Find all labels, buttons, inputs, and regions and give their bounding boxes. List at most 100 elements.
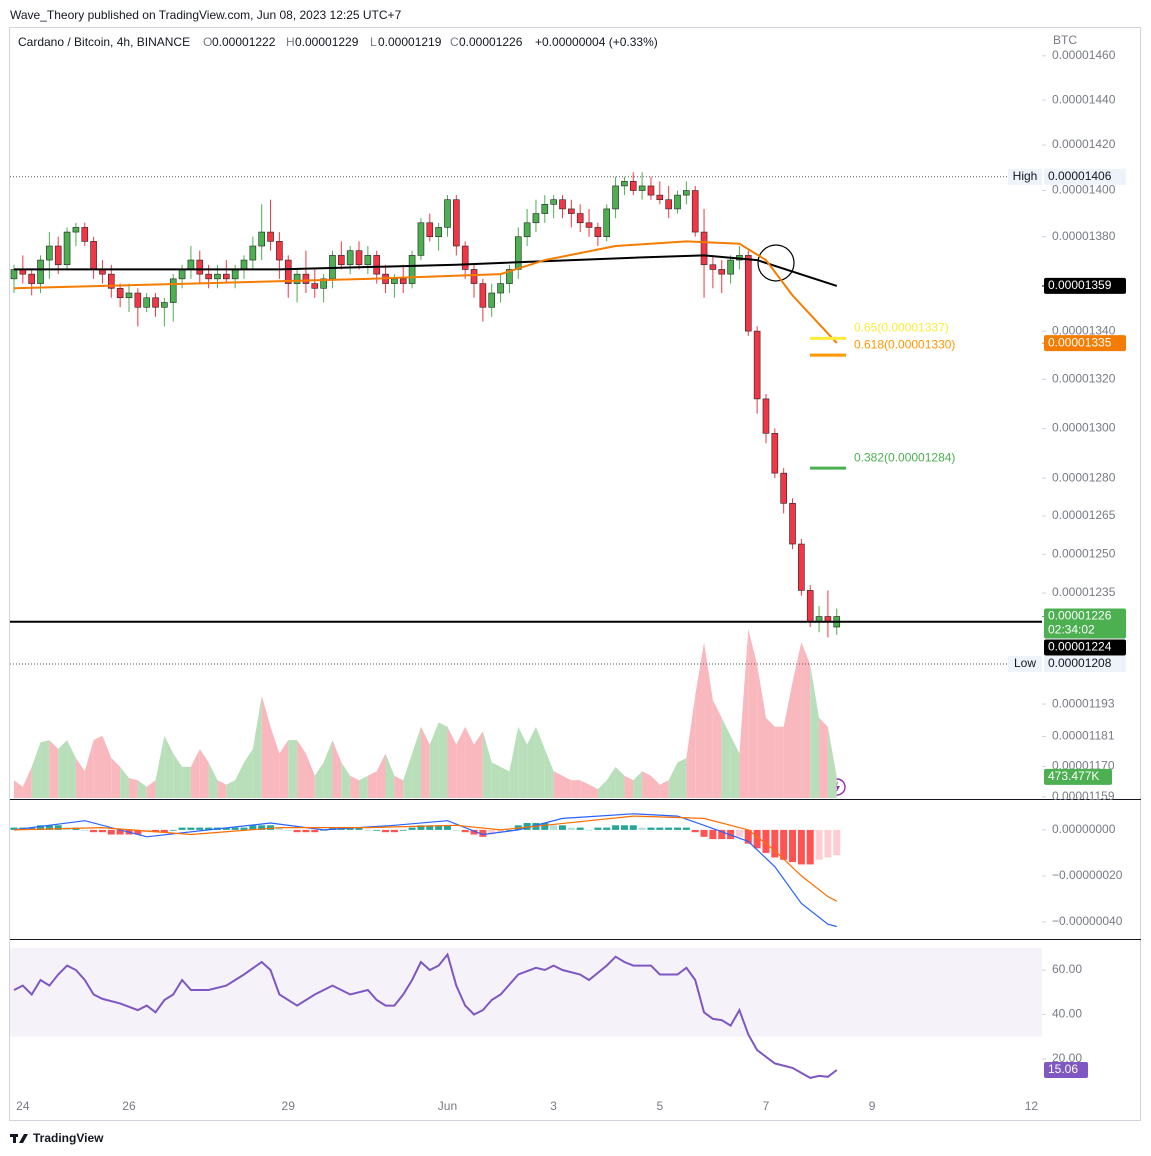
candle-body xyxy=(568,208,575,214)
volume-area xyxy=(712,700,722,798)
volume-area xyxy=(164,735,174,798)
macd-histogram-bar xyxy=(160,829,168,833)
macd-histogram-bar xyxy=(753,829,761,849)
high-label: H xyxy=(286,35,295,49)
candle-body xyxy=(187,259,195,270)
change: +0.00000004 (+0.33%) xyxy=(535,35,658,49)
volume-area xyxy=(668,762,678,798)
candle-body xyxy=(576,213,584,224)
candle-body xyxy=(37,259,44,284)
volume-area xyxy=(465,726,475,798)
candle-body xyxy=(470,269,478,284)
candle-body xyxy=(231,269,239,280)
candle-body xyxy=(603,208,611,238)
macd-histogram-bar xyxy=(435,825,443,830)
volume-area xyxy=(774,726,784,798)
volume-area xyxy=(49,740,59,798)
candle-body xyxy=(550,199,557,205)
macd-histogram-bar xyxy=(815,829,823,860)
volume-area xyxy=(686,695,696,798)
macd-histogram-bar xyxy=(258,825,266,830)
indicator-line xyxy=(14,254,838,287)
macd-histogram-bar xyxy=(45,825,53,830)
macd-histogram-bar xyxy=(674,827,682,830)
macd-histogram-bar xyxy=(488,829,496,835)
lightning-glyph xyxy=(834,781,840,793)
candle-body xyxy=(161,302,168,308)
volume-area xyxy=(332,740,342,798)
volume-area xyxy=(765,717,775,798)
low-value: 0.00001219 xyxy=(378,35,442,49)
macd-histogram-bar xyxy=(98,829,106,833)
indicator-line xyxy=(13,813,837,928)
macd-histogram-bar xyxy=(275,827,283,830)
candle-body xyxy=(417,222,425,256)
macd-histogram-bar xyxy=(824,829,832,858)
level-name-box xyxy=(1008,168,1042,185)
macd-histogram-bar xyxy=(558,825,566,830)
y-tick-label: 0.00001400 xyxy=(1052,183,1116,197)
macd-histogram-bar xyxy=(656,827,664,830)
candle-body xyxy=(81,227,89,242)
macd-histogram-bar xyxy=(718,829,726,840)
candle-body xyxy=(629,181,637,191)
volume-area xyxy=(704,642,713,798)
volume-area xyxy=(420,726,430,798)
x-tick-label: 12 xyxy=(1025,1099,1039,1113)
macd-histogram-bar xyxy=(28,827,36,830)
volume-area xyxy=(199,749,209,798)
volume-area xyxy=(367,771,377,798)
macd-histogram-bar xyxy=(620,825,628,830)
open-label: O xyxy=(203,35,212,49)
volume-area xyxy=(146,780,156,798)
volume-area xyxy=(438,722,448,798)
y-tick-label: 0.00001250 xyxy=(1052,546,1116,560)
y-tick-label: 60.00 xyxy=(1052,962,1082,976)
candle-body xyxy=(426,222,434,238)
indicator-line xyxy=(13,815,838,902)
macd-histogram-bar xyxy=(10,827,18,830)
macd-histogram-bar xyxy=(364,829,372,831)
volume-area xyxy=(827,726,837,798)
y-tick-label: 0.00001340 xyxy=(1052,323,1116,337)
candle-body xyxy=(408,255,416,284)
candle-body xyxy=(63,231,71,266)
volume-area xyxy=(226,780,236,798)
volume-area xyxy=(93,735,103,798)
macd-histogram-bar xyxy=(585,829,593,831)
volume-area xyxy=(650,775,660,798)
volume-area xyxy=(509,726,519,798)
candle-body xyxy=(240,259,248,270)
candle-body xyxy=(284,259,292,284)
macd-histogram-bar xyxy=(461,829,469,833)
macd-histogram-bar xyxy=(382,829,390,833)
candle-body xyxy=(532,213,540,224)
candle-body xyxy=(665,199,672,210)
macd-histogram-bar xyxy=(267,825,275,830)
volume-area xyxy=(792,642,802,798)
macd-histogram-bar xyxy=(178,827,186,830)
volume-area xyxy=(244,749,253,798)
price-label: 0.00001226 xyxy=(1048,609,1112,623)
candle-body xyxy=(10,269,18,280)
fib-label: 0.382(0.00001284) xyxy=(854,450,955,464)
macd-histogram-bar xyxy=(107,829,115,835)
macd-histogram-bar xyxy=(249,825,257,830)
volume-area xyxy=(810,664,820,798)
volume-area xyxy=(350,775,360,798)
volume-area xyxy=(359,775,368,798)
macd-histogram-bar xyxy=(443,825,451,830)
volume-area xyxy=(615,766,625,798)
volume-area xyxy=(412,726,421,798)
candle-body xyxy=(46,245,53,261)
x-tick-label: 7 xyxy=(763,1099,770,1113)
candle-body xyxy=(541,204,549,214)
volume-area xyxy=(288,740,298,798)
volume-area xyxy=(67,740,76,798)
volume-area xyxy=(137,780,147,798)
candle-body xyxy=(497,283,504,294)
volume-area xyxy=(217,780,227,798)
candle-body xyxy=(346,250,354,266)
candle-body xyxy=(789,503,796,545)
